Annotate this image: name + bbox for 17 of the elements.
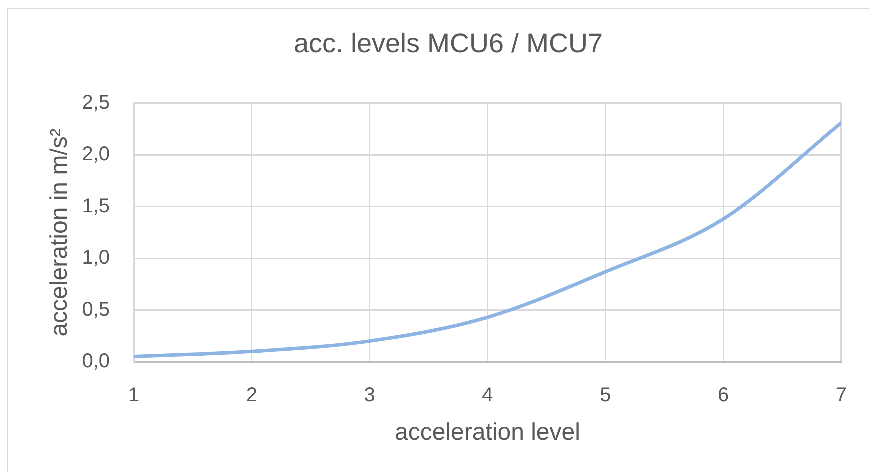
y-tick-label: 1,0 bbox=[82, 247, 110, 270]
y-tick-label: 1,5 bbox=[82, 195, 110, 218]
x-tick-label: 1 bbox=[128, 384, 140, 407]
x-axis-title: acceleration level bbox=[395, 419, 580, 446]
x-tick-label: 2 bbox=[246, 384, 258, 407]
x-tick-label: 6 bbox=[718, 384, 730, 407]
x-tick-label: 7 bbox=[836, 384, 847, 407]
x-tick-label: 4 bbox=[482, 384, 494, 407]
chart-title: acc. levels MCU6 / MCU7 bbox=[294, 28, 604, 59]
x-tick-label: 5 bbox=[600, 384, 612, 407]
y-tick-label: 0,5 bbox=[82, 298, 110, 321]
x-tick-label: 3 bbox=[364, 384, 376, 407]
y-tick-label: 2,0 bbox=[82, 144, 110, 166]
y-tick-label: 0,0 bbox=[82, 350, 110, 373]
line-series bbox=[134, 121, 842, 359]
y-tick-label: 2,5 bbox=[82, 92, 110, 114]
y-axis-title: acceleration in m/s² bbox=[46, 128, 74, 337]
